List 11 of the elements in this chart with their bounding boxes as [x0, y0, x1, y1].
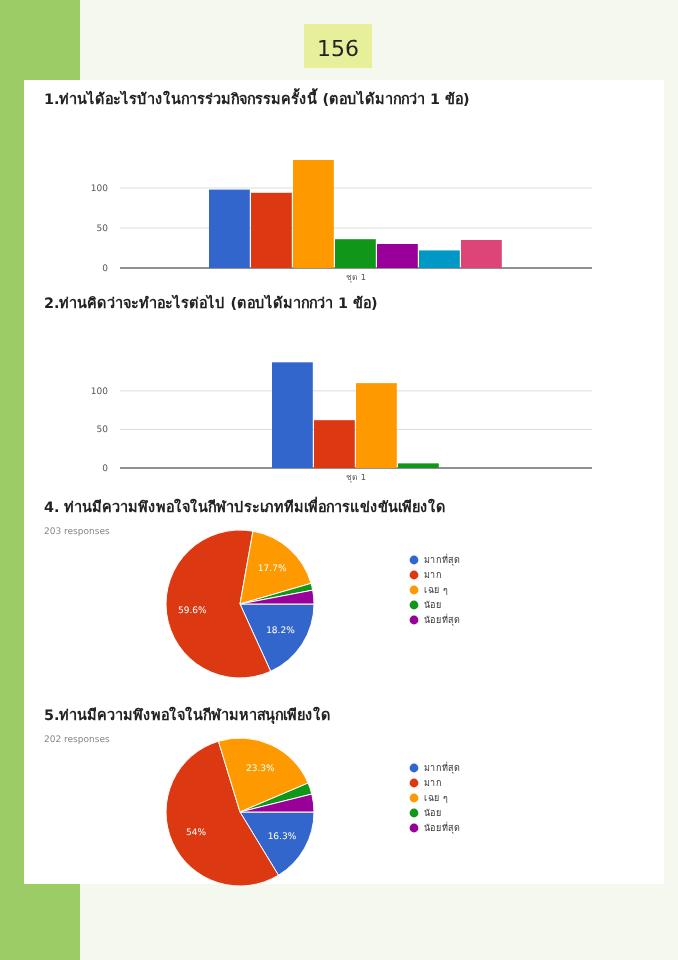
bar — [419, 250, 460, 268]
bar — [356, 383, 397, 468]
bar — [293, 160, 334, 268]
bar — [251, 192, 292, 268]
bar — [209, 189, 250, 268]
bar — [461, 240, 502, 268]
bar — [314, 420, 355, 468]
bar — [335, 239, 376, 268]
bar — [377, 244, 418, 268]
text: 156 — [317, 36, 359, 62]
bar — [272, 362, 313, 468]
